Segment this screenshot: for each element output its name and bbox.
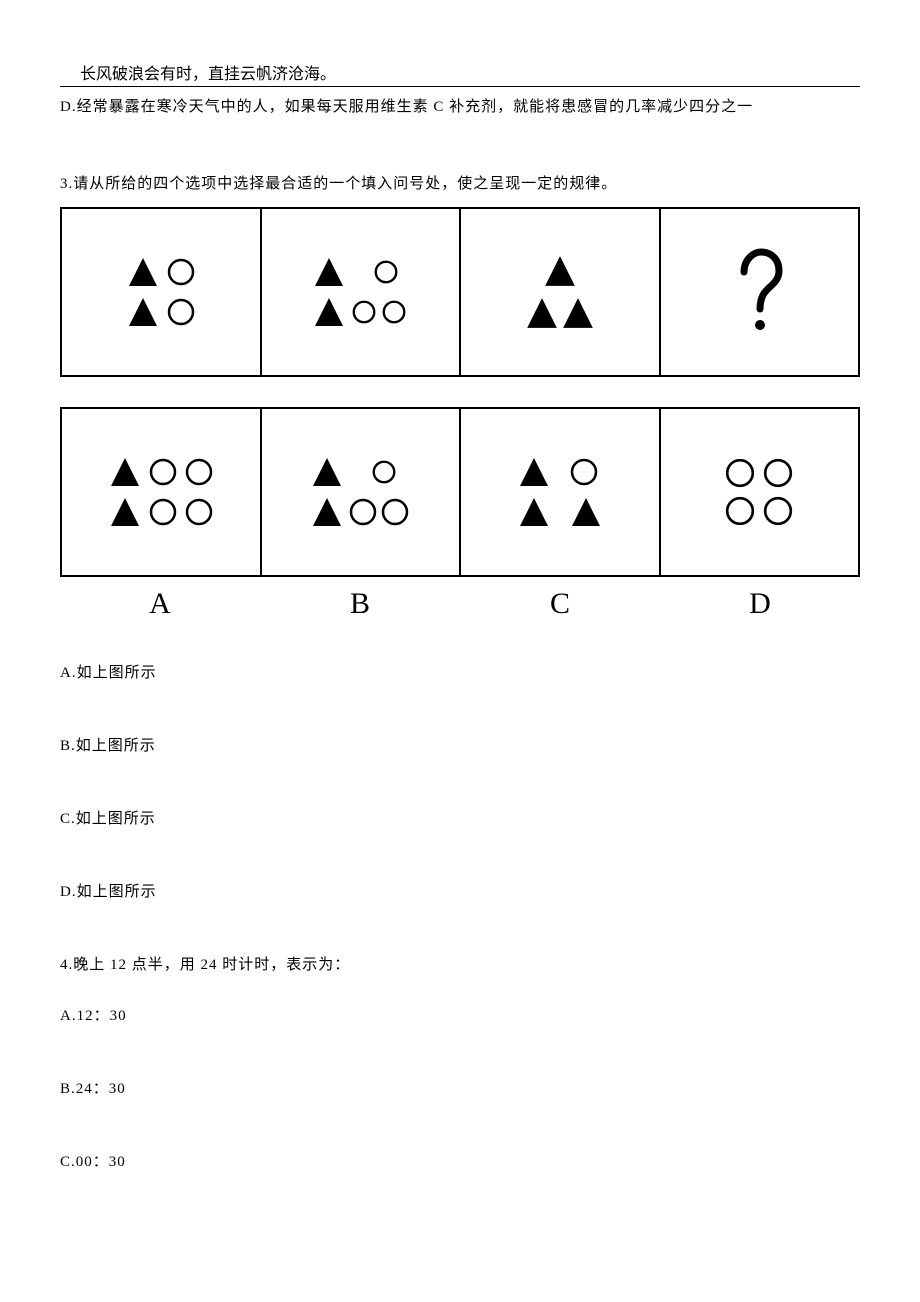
q3-option-letters: A B C D	[60, 587, 860, 621]
circle-icon	[569, 457, 599, 487]
q3-panel-4	[661, 209, 859, 375]
question-mark-icon	[729, 247, 789, 337]
q3-option-d-text: D.如上图所示	[60, 880, 860, 901]
circle-icon	[380, 298, 408, 326]
divider	[60, 86, 860, 87]
circle-icon	[166, 257, 196, 287]
triangle-icon	[108, 495, 142, 529]
q4-option-c: C.00：30	[60, 1150, 860, 1171]
circle-icon	[762, 495, 794, 527]
q3-sequence-row	[60, 207, 860, 377]
option-letter-c: C	[460, 587, 660, 621]
q4-option-a: A.12：30	[60, 1004, 860, 1025]
q3-panel-1	[62, 209, 262, 375]
option-letter-b: B	[260, 587, 460, 621]
triangle-icon	[108, 455, 142, 489]
question-4-text: 4.晚上 12 点半，用 24 时计时，表示为：	[60, 953, 860, 974]
q3-options-row	[60, 407, 860, 577]
circle-icon	[184, 457, 214, 487]
triangle-icon	[312, 255, 346, 289]
triangle-icon	[517, 455, 551, 489]
circle-icon	[166, 297, 196, 327]
q3-option-b-panel	[262, 409, 462, 575]
circle-icon	[762, 457, 794, 489]
circle-icon	[370, 458, 398, 486]
option-letter-a: A	[60, 587, 260, 621]
q3-option-d-panel	[661, 409, 859, 575]
q3-option-b-text: B.如上图所示	[60, 734, 860, 755]
circle-icon	[148, 457, 178, 487]
triangle-icon	[569, 495, 603, 529]
circle-icon	[184, 497, 214, 527]
triangle-icon	[126, 295, 160, 329]
circle-icon	[348, 497, 378, 527]
q3-panel-2	[262, 209, 462, 375]
prev-question-option-d: D.经常暴露在寒冷天气中的人，如果每天服用维生素 C 补充剂，就能将患感冒的几率…	[60, 95, 860, 116]
circle-icon	[372, 258, 400, 286]
triangle-icon	[310, 495, 344, 529]
q4-option-b: B.24：30	[60, 1077, 860, 1098]
triangle-icon	[524, 295, 560, 331]
q3-option-c-text: C.如上图所示	[60, 807, 860, 828]
q3-option-c-panel	[461, 409, 661, 575]
triangle-icon	[312, 295, 346, 329]
question-3-text: 3.请从所给的四个选项中选择最合适的一个填入问号处，使之呈现一定的规律。	[60, 172, 860, 193]
circle-icon	[350, 298, 378, 326]
q3-panel-3	[461, 209, 661, 375]
triangle-icon	[310, 455, 344, 489]
triangle-icon	[517, 495, 551, 529]
circle-icon	[724, 495, 756, 527]
triangle-icon	[542, 253, 578, 289]
triangle-icon	[560, 295, 596, 331]
motto-text: 长风破浪会有时，直挂云帆济沧海。	[80, 60, 860, 84]
q3-option-a-text: A.如上图所示	[60, 661, 860, 682]
triangle-icon	[126, 255, 160, 289]
circle-icon	[380, 497, 410, 527]
q3-option-a-panel	[62, 409, 262, 575]
option-letter-d: D	[660, 587, 860, 621]
circle-icon	[148, 497, 178, 527]
circle-icon	[724, 457, 756, 489]
